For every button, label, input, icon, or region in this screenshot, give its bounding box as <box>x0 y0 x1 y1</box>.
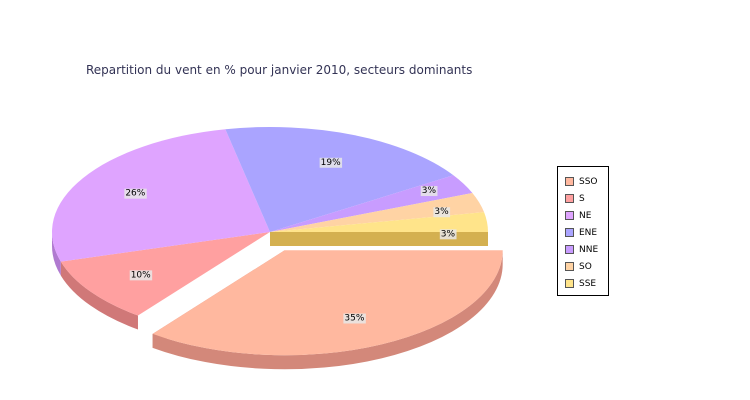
legend-swatch <box>565 211 574 220</box>
chart-title: Repartition du vent en % pour janvier 20… <box>86 63 473 77</box>
legend-label: SSE <box>579 278 597 289</box>
legend-swatch <box>565 279 574 288</box>
legend: SSO S NE ENE NNE SO SSE <box>557 166 609 296</box>
svg-text:3%: 3% <box>422 186 437 196</box>
legend-label: ENE <box>579 227 598 238</box>
slice-label-sso: 35% <box>343 313 366 324</box>
legend-item-so: SO <box>558 258 608 275</box>
legend-label: SO <box>579 261 592 272</box>
legend-swatch <box>565 262 574 271</box>
svg-text:3%: 3% <box>441 229 456 239</box>
slice-label-sse: 3% <box>439 229 457 240</box>
slice-side-sso <box>152 250 503 370</box>
legend-label: NNE <box>579 244 599 255</box>
slice-sso <box>152 250 503 356</box>
legend-item-ne: NE <box>558 207 608 224</box>
slice-label-s: 10% <box>129 270 153 281</box>
slice-side-ne <box>52 232 61 276</box>
slice-label-ene: 19% <box>319 157 343 168</box>
legend-swatch <box>565 177 574 186</box>
legend-item-sse: SSE <box>558 275 608 292</box>
legend-label: S <box>579 193 585 204</box>
legend-label: NE <box>579 210 592 221</box>
legend-item-sso: SSO <box>558 173 608 190</box>
legend-swatch <box>565 228 574 237</box>
slice-s <box>60 232 270 316</box>
svg-text:3%: 3% <box>434 207 449 217</box>
slice-so <box>270 192 485 232</box>
slice-label-so: 3% <box>433 207 451 218</box>
legend-item-nne: NNE <box>558 241 608 258</box>
svg-text:19%: 19% <box>321 158 341 168</box>
slice-ene <box>225 126 454 232</box>
legend-item-ene: ENE <box>558 224 608 241</box>
slice-label-nne: 3% <box>420 186 438 197</box>
legend-swatch <box>565 194 574 203</box>
svg-text:26%: 26% <box>125 189 145 199</box>
legend-swatch <box>565 245 574 254</box>
slice-wall-sse <box>270 232 488 246</box>
slice-label-ne: 26% <box>124 188 147 199</box>
slice-side-s <box>60 261 138 330</box>
svg-text:10%: 10% <box>131 270 151 280</box>
legend-label: SSO <box>579 176 598 187</box>
slice-ne <box>51 129 271 262</box>
legend-item-s: S <box>558 190 608 207</box>
svg-text:35%: 35% <box>344 314 364 324</box>
